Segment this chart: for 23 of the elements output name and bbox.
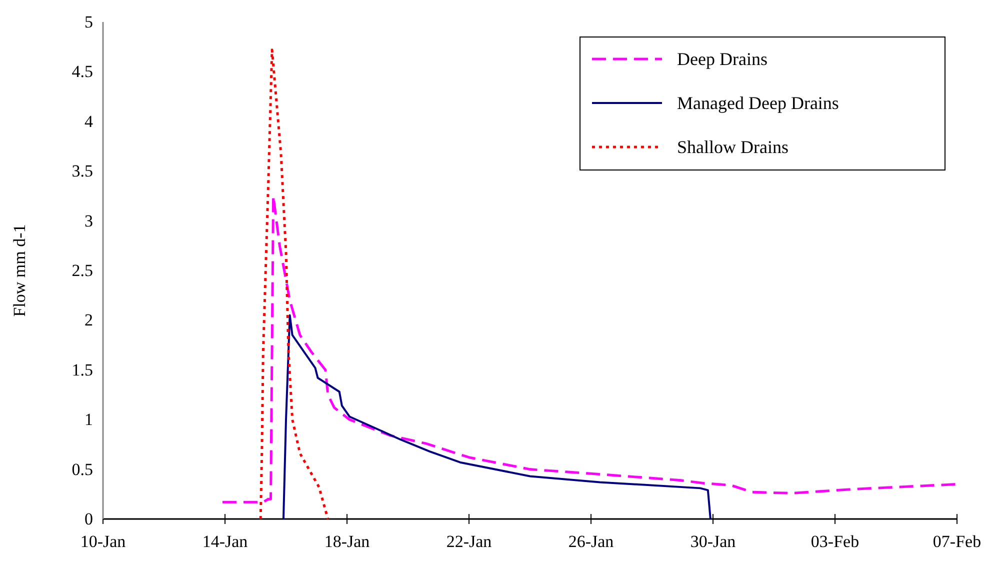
x-tick-label: 10-Jan xyxy=(80,532,126,552)
legend-label: Shallow Drains xyxy=(677,137,788,157)
x-tick-label: 07-Feb xyxy=(932,532,982,552)
y-tick-label: 3.5 xyxy=(72,162,93,181)
y-axis-title: Flow mm d-1 xyxy=(10,224,29,317)
y-tick-label: 3 xyxy=(84,211,93,230)
legend-label: Managed Deep Drains xyxy=(677,93,839,113)
x-tick-label: 03-Feb xyxy=(810,532,860,552)
y-tick-label: 1 xyxy=(84,410,93,430)
y-tick-label: 5 xyxy=(84,12,93,32)
x-tick-label: 30-Jan xyxy=(690,532,736,552)
y-tick-label: 1.5 xyxy=(72,360,93,380)
legend-label: Deep Drains xyxy=(677,49,768,69)
y-tick-label: 0 xyxy=(84,509,93,528)
y-tick-label: 2 xyxy=(84,310,93,330)
y-tick-label: 4 xyxy=(84,112,94,131)
y-tick-label: 4.5 xyxy=(72,62,93,82)
x-tick-label: 18-Jan xyxy=(324,532,370,552)
y-tick-label: 2.5 xyxy=(72,260,93,280)
x-tick-label: 22-Jan xyxy=(446,532,492,552)
x-tick-label: 14-Jan xyxy=(202,532,248,552)
x-tick-label: 26-Jan xyxy=(568,532,614,552)
y-tick-label: 0.5 xyxy=(72,460,93,479)
